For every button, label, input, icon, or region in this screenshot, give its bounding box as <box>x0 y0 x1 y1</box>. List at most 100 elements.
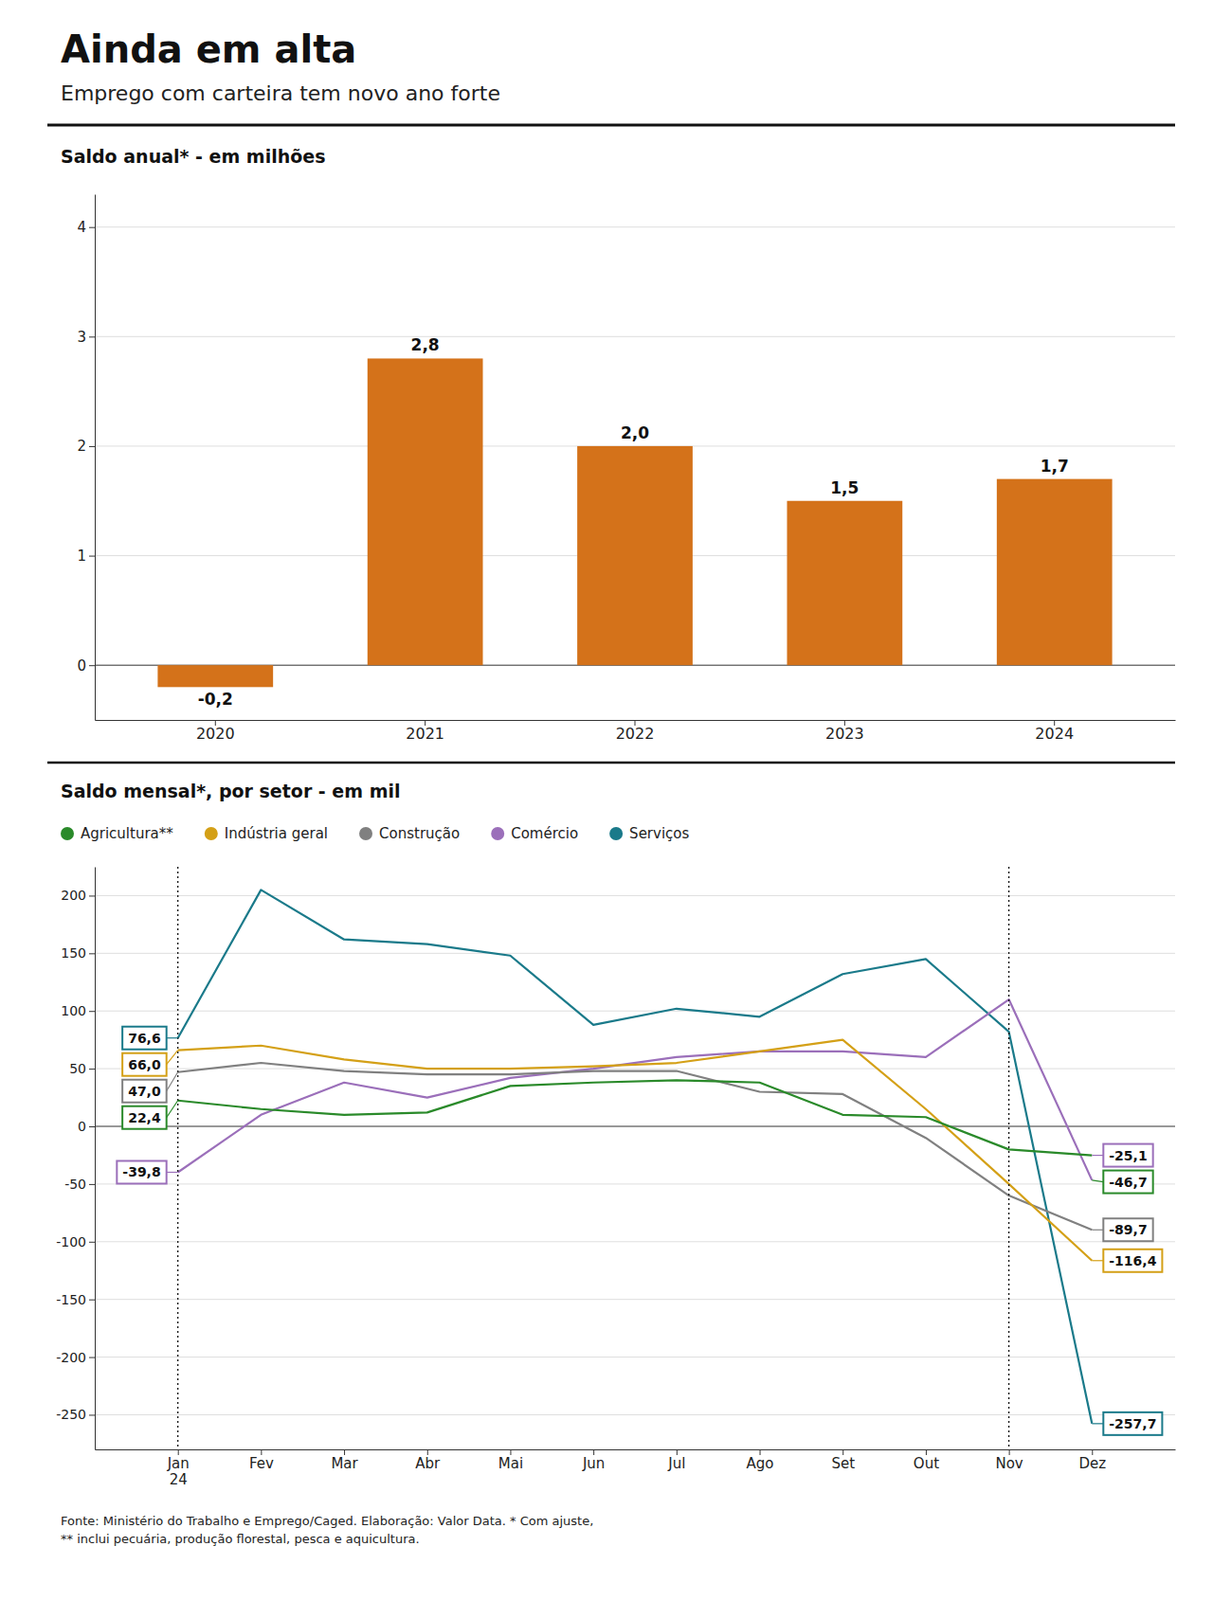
tick: Jan24 <box>166 1449 190 1489</box>
legend-item: Indústria geral <box>204 825 328 843</box>
annotation-label: 22,4 <box>127 1110 162 1126</box>
annotation-box <box>116 1160 166 1184</box>
tick: Nov <box>995 1449 1023 1473</box>
tick-label: Mar <box>330 1455 359 1473</box>
annotation: -89,7 <box>1091 1218 1153 1242</box>
tick: -200 <box>55 1350 95 1366</box>
bar <box>786 501 903 666</box>
leader-line <box>166 1101 179 1119</box>
tick-label: Fev <box>249 1455 274 1473</box>
footnote: Fonte: Ministério do Trabalho e Emprego/… <box>60 1514 594 1547</box>
leader-line <box>166 1050 179 1066</box>
tick-label: 0 <box>76 656 87 674</box>
annotation: 66,0 <box>122 1050 179 1077</box>
tick-label: 3 <box>76 328 87 346</box>
tick-mark <box>89 336 95 338</box>
tick-label: 1 <box>76 547 87 565</box>
text-line: Set <box>831 1455 855 1473</box>
reference-line <box>1008 867 1010 1450</box>
grid <box>94 895 1176 1415</box>
tick-label: 2 <box>76 437 87 455</box>
tick-label: -100 <box>55 1234 87 1250</box>
tick: Mar <box>330 1449 359 1473</box>
tick: 2023 <box>825 720 865 743</box>
annotation: 47,0 <box>122 1072 179 1104</box>
tick-label: Jun <box>581 1455 605 1473</box>
legend-label: Comércio <box>510 825 579 843</box>
text-line: Fev <box>249 1455 274 1473</box>
tick: 4 <box>76 218 95 236</box>
tick-label: Dez <box>1078 1455 1106 1473</box>
annotation-box <box>122 1027 167 1051</box>
tick: Jun <box>581 1449 605 1473</box>
grid-line <box>94 336 1176 338</box>
data-label: 1,7 <box>1040 456 1069 476</box>
tick: -150 <box>55 1292 95 1308</box>
grid-line <box>94 1068 1176 1070</box>
section-title: Saldo anual* - em milhões <box>60 145 326 167</box>
grid-line <box>94 1183 1176 1185</box>
tick-mark <box>89 1068 95 1070</box>
legend-item: Comércio <box>490 825 579 843</box>
tick-label: 150 <box>60 945 87 961</box>
annotation-label: -25,1 <box>1108 1148 1147 1164</box>
tick-label: Abr <box>415 1455 441 1473</box>
tick: Set <box>831 1449 855 1473</box>
leader-line <box>166 1037 179 1039</box>
data-label: 1,5 <box>830 478 859 498</box>
tick: 3 <box>76 328 95 346</box>
reference-line <box>177 867 179 1450</box>
chart-canvas: Ainda em alta Emprego com carteira tem no… <box>0 0 1213 1600</box>
annotation: -25,1 <box>1091 1144 1153 1168</box>
tick-label: 2024 <box>1034 724 1074 743</box>
text-line: Nov <box>995 1455 1023 1473</box>
text-line: Jul <box>667 1455 686 1473</box>
grid-line <box>94 953 1176 955</box>
tick: 0 <box>76 656 95 674</box>
annotation-label: 47,0 <box>127 1084 162 1100</box>
tick: 2022 <box>615 720 655 743</box>
annotation-box <box>1103 1412 1162 1436</box>
tick: 2020 <box>196 720 236 743</box>
text-line: Mai <box>498 1455 524 1473</box>
leader-line <box>1091 1260 1104 1262</box>
tick: 1 <box>76 547 95 565</box>
annotation: -46,7 <box>1091 1171 1153 1195</box>
legend-swatch <box>490 827 505 841</box>
tick: -100 <box>55 1234 95 1250</box>
data-label: 2,8 <box>411 335 440 355</box>
title: Ainda em alta <box>60 27 357 72</box>
legend-label: Construção <box>379 825 460 843</box>
annotation-box <box>122 1106 167 1130</box>
annotation-box <box>1103 1249 1162 1273</box>
tick: Dez <box>1078 1449 1106 1473</box>
tick: -250 <box>55 1407 95 1423</box>
series-line <box>178 999 1093 1181</box>
tick-label: Out <box>913 1455 940 1473</box>
tick-label: 50 <box>69 1061 87 1077</box>
subtitle: Emprego com carteira tem novo ano forte <box>60 81 501 106</box>
bar-chart: 0123420202021202220232024-0,22,82,01,51,… <box>76 195 1176 744</box>
leader-line <box>1091 1155 1104 1157</box>
annotation-box <box>1103 1171 1153 1195</box>
tick-label: 2023 <box>825 724 865 743</box>
tick-label: Ago <box>746 1455 775 1473</box>
text-line: ** inclui pecuária, produção florestal, … <box>60 1532 420 1547</box>
tick-label: Nov <box>995 1455 1023 1473</box>
grid-line <box>94 1414 1176 1416</box>
tick-label: -250 <box>55 1407 87 1423</box>
text-line: Dez <box>1078 1455 1106 1473</box>
text-line: Jun <box>581 1455 605 1473</box>
legend-swatch <box>204 827 218 841</box>
legend-label: Serviços <box>629 825 689 843</box>
annotation-label: 66,0 <box>127 1057 162 1073</box>
tick-mark <box>89 953 95 955</box>
leader-line <box>1091 1180 1104 1183</box>
series-line <box>178 1080 1093 1156</box>
legend-item: Construção <box>359 825 460 843</box>
annotation-label: -39,8 <box>122 1164 161 1180</box>
y-axis: -250-200-150-100-50050100150200 <box>55 868 95 1451</box>
tick-mark <box>89 1414 95 1416</box>
rule <box>47 124 1176 127</box>
tick: Ago <box>746 1449 775 1473</box>
